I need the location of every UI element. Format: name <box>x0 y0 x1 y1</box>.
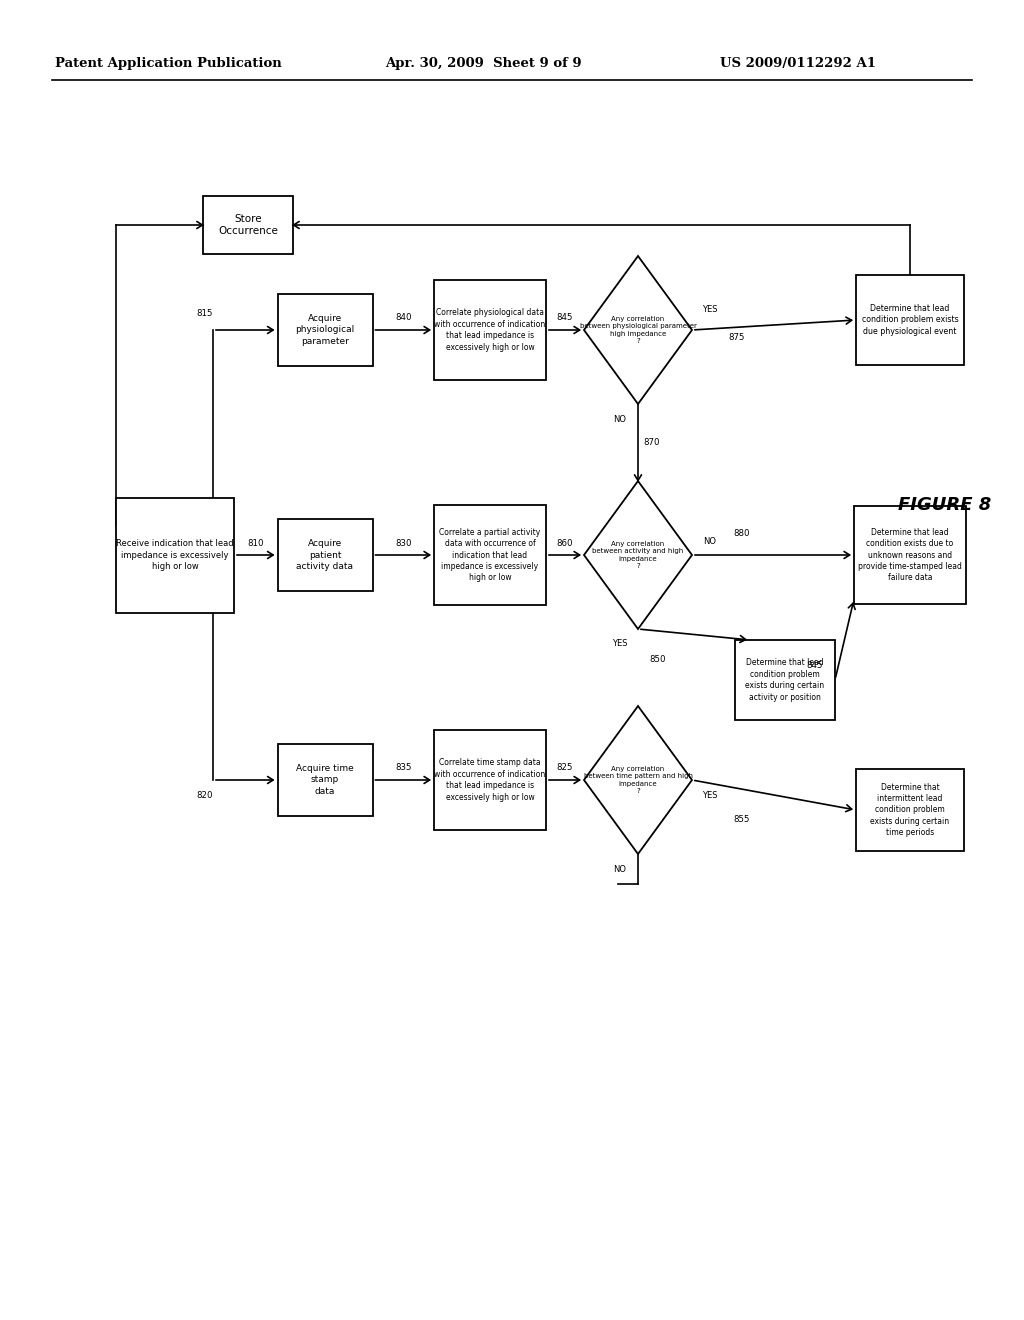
Text: 840: 840 <box>395 314 412 322</box>
Text: 855: 855 <box>734 816 751 825</box>
Text: NO: NO <box>703 536 717 545</box>
Text: Patent Application Publication: Patent Application Publication <box>55 57 282 70</box>
Text: Acquire
physiological
parameter: Acquire physiological parameter <box>295 314 354 346</box>
Bar <box>856 275 964 366</box>
Text: Any correlation
between time pattern and high
impedance
?: Any correlation between time pattern and… <box>584 766 692 795</box>
Text: 850: 850 <box>650 655 667 664</box>
Text: 880: 880 <box>734 528 751 537</box>
Text: Any correlation
between activity and high
impedance
?: Any correlation between activity and hig… <box>592 541 684 569</box>
Text: 870: 870 <box>644 438 660 447</box>
Bar <box>856 770 964 851</box>
Text: YES: YES <box>702 791 718 800</box>
Text: 835: 835 <box>395 763 412 772</box>
Text: 815: 815 <box>197 309 213 318</box>
Text: Correlate a partial activity
data with occurrence of
indication that lead
impeda: Correlate a partial activity data with o… <box>439 528 541 582</box>
Bar <box>434 280 546 380</box>
Polygon shape <box>584 256 692 404</box>
Text: NO: NO <box>613 414 627 424</box>
Text: Determine that
intermittent lead
condition problem
exists during certain
time pe: Determine that intermittent lead conditi… <box>870 783 949 837</box>
Text: 820: 820 <box>197 792 213 800</box>
Text: Correlate physiological data
with occurrence of indication
that lead impedance i: Correlate physiological data with occurr… <box>434 309 546 351</box>
Text: Acquire
patient
activity data: Acquire patient activity data <box>297 539 353 572</box>
Text: Correlate time stamp data
with occurrence of indication
that lead impedance is
e: Correlate time stamp data with occurrenc… <box>434 758 546 801</box>
Text: Determine that lead
condition problem exists
due physiological event: Determine that lead condition problem ex… <box>861 304 958 337</box>
Polygon shape <box>584 480 692 630</box>
Text: Determine that lead
condition problem
exists during certain
activity or position: Determine that lead condition problem ex… <box>745 659 824 702</box>
Text: YES: YES <box>702 305 718 314</box>
Text: US 2009/0112292 A1: US 2009/0112292 A1 <box>720 57 876 70</box>
Text: 845: 845 <box>807 660 823 669</box>
Text: Acquire time
stamp
data: Acquire time stamp data <box>296 764 354 796</box>
Text: FIGURE 8: FIGURE 8 <box>898 496 991 513</box>
Text: Apr. 30, 2009  Sheet 9 of 9: Apr. 30, 2009 Sheet 9 of 9 <box>385 57 582 70</box>
Text: 845: 845 <box>557 314 573 322</box>
Text: YES: YES <box>612 639 628 648</box>
Text: 875: 875 <box>729 334 745 342</box>
Text: 825: 825 <box>557 763 573 772</box>
Text: Any correlation
between physiological parameter
high impedance
?: Any correlation between physiological pa… <box>580 315 696 345</box>
Bar <box>116 498 234 612</box>
Bar <box>203 195 293 253</box>
Bar <box>854 506 966 605</box>
Text: Determine that lead
condition exists due to
unknown reasons and
provide time-sta: Determine that lead condition exists due… <box>858 528 962 582</box>
Bar <box>735 640 835 719</box>
Bar <box>278 294 373 366</box>
Polygon shape <box>584 706 692 854</box>
Bar <box>278 744 373 816</box>
Text: 810: 810 <box>248 539 264 548</box>
Text: 830: 830 <box>395 539 412 548</box>
Text: NO: NO <box>613 865 627 874</box>
Bar <box>434 730 546 830</box>
Bar <box>434 506 546 605</box>
Text: Receive indication that lead
impedance is excessively
high or low: Receive indication that lead impedance i… <box>116 539 233 572</box>
Text: Store
Occurrence: Store Occurrence <box>218 214 278 236</box>
Bar <box>278 519 373 591</box>
Text: 860: 860 <box>557 539 573 548</box>
